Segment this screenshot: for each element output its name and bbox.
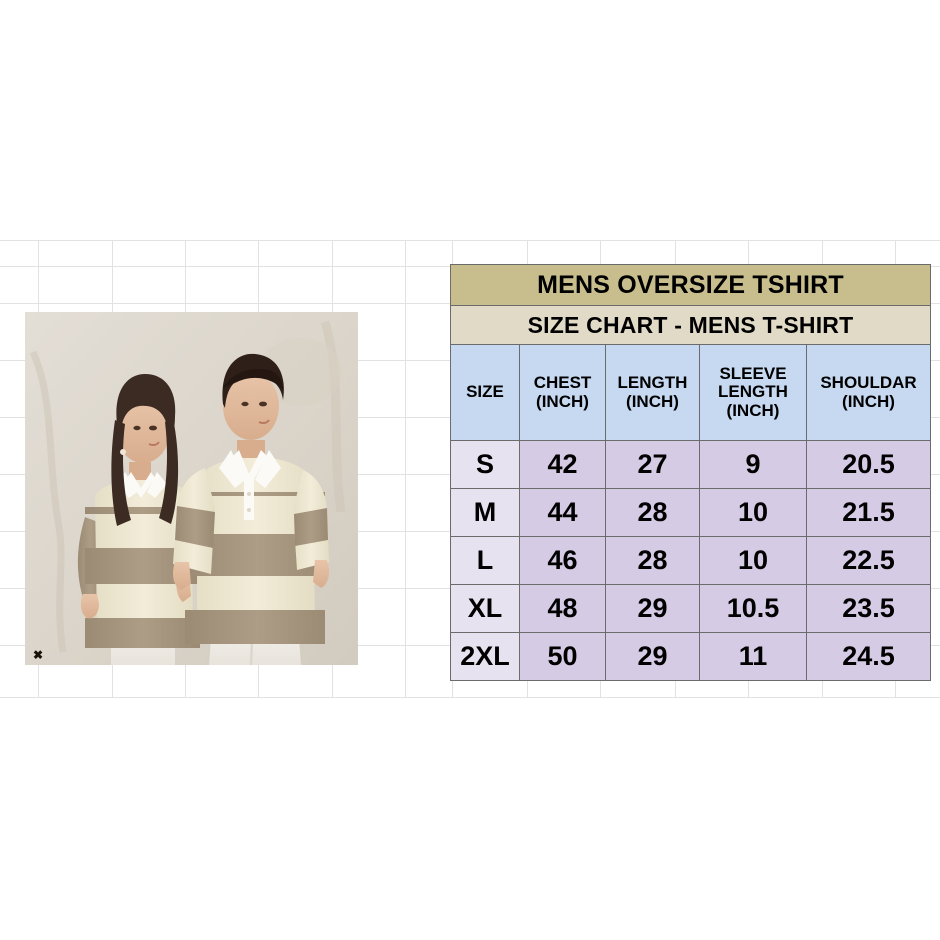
header-line: SLEEVE [719, 364, 787, 384]
cell-sleeve: 10 [699, 488, 807, 537]
grid-column-line [405, 240, 406, 698]
cell-sleeve: 10.5 [699, 584, 807, 633]
cell-shoulder: 24.5 [806, 632, 931, 681]
size-chart-table: MENS OVERSIZE TSHIRT SIZE CHART - MENS T… [450, 264, 931, 681]
header-line: SHOULDAR [820, 373, 917, 393]
column-header-length: LENGTH (INCH) [605, 344, 700, 441]
table-row: S 42 27 9 20.5 [450, 440, 931, 489]
chart-subtitle: SIZE CHART - MENS T-SHIRT [450, 305, 931, 345]
header-line: (INCH) [626, 391, 679, 411]
grid-row-line [0, 240, 940, 241]
cell-chest: 46 [519, 536, 606, 585]
cell-sleeve: 11 [699, 632, 807, 681]
table-row: XL 48 29 10.5 23.5 [450, 584, 931, 633]
column-header-size: SIZE [450, 344, 520, 441]
product-photo: ✖ [25, 312, 358, 665]
column-header-shoulder: SHOULDAR (INCH) [806, 344, 931, 441]
cell-chest: 50 [519, 632, 606, 681]
column-header-sleeve-length: SLEEVE LENGTH (INCH) [699, 344, 807, 441]
cell-size: L [450, 536, 520, 585]
cell-length: 27 [605, 440, 700, 489]
cell-size: M [450, 488, 520, 537]
table-header-row: SIZE CHEST (INCH) LENGTH (INCH) SLEEVE L… [450, 344, 931, 441]
cell-length: 29 [605, 584, 700, 633]
cell-size: S [450, 440, 520, 489]
subtitle-row: SIZE CHART - MENS T-SHIRT [450, 305, 931, 345]
header-line: (INCH) [842, 391, 895, 411]
header-line: SIZE [466, 382, 504, 402]
cell-sleeve: 10 [699, 536, 807, 585]
header-line: (INCH) [536, 391, 589, 411]
cell-length: 28 [605, 488, 700, 537]
cell-sleeve: 9 [699, 440, 807, 489]
product-photo-image [25, 312, 358, 665]
cell-chest: 44 [519, 488, 606, 537]
cell-length: 28 [605, 536, 700, 585]
table-row: M 44 28 10 21.5 [450, 488, 931, 537]
chart-title: MENS OVERSIZE TSHIRT [450, 264, 931, 306]
header-line: LENGTH [718, 382, 788, 402]
cell-chest: 42 [519, 440, 606, 489]
cell-shoulder: 23.5 [806, 584, 931, 633]
table-row: 2XL 50 29 11 24.5 [450, 632, 931, 681]
column-header-chest: CHEST (INCH) [519, 344, 606, 441]
title-row: MENS OVERSIZE TSHIRT [450, 264, 931, 306]
cell-chest: 48 [519, 584, 606, 633]
cell-size: XL [450, 584, 520, 633]
header-line: (INCH) [726, 400, 780, 420]
cell-size: 2XL [450, 632, 520, 681]
grid-row-line [0, 697, 940, 698]
header-line: LENGTH [617, 373, 688, 393]
header-line: CHEST [533, 373, 592, 393]
cell-shoulder: 20.5 [806, 440, 931, 489]
cell-shoulder: 21.5 [806, 488, 931, 537]
cell-shoulder: 22.5 [806, 536, 931, 585]
cell-length: 29 [605, 632, 700, 681]
table-row: L 46 28 10 22.5 [450, 536, 931, 585]
broken-image-icon: ✖ [32, 648, 44, 662]
